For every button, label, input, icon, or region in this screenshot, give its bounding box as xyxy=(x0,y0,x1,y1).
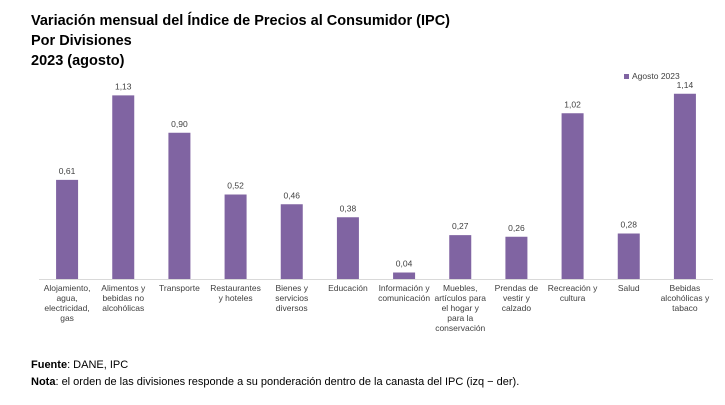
category-label-8: Muebles, artículos para el hogar y para la c… xyxy=(435,283,487,333)
legend-label: Agosto 2023 xyxy=(632,71,680,81)
category-label-line: el hogar y xyxy=(442,303,480,313)
chart-title-block: Variación mensual del Índice de Precios … xyxy=(31,11,450,71)
category-label-line: electricidad, xyxy=(44,303,89,313)
bar-10 xyxy=(561,113,584,279)
category-label-line: y hoteles xyxy=(219,293,253,303)
bar-7 xyxy=(393,272,416,279)
category-label-4: Restaurantes y hoteles xyxy=(210,283,261,303)
category-label-line: Prendas de xyxy=(495,283,539,293)
category-label-line: vestir y xyxy=(503,293,531,303)
bar-4 xyxy=(224,194,247,279)
bar-6 xyxy=(336,217,359,279)
category-label-line: Restaurantes xyxy=(210,283,261,293)
chart-title: Variación mensual del Índice de Precios … xyxy=(31,13,451,29)
source-line: Fuente: DANE, IPC xyxy=(31,357,519,374)
data-label-6: 0,38 xyxy=(340,203,357,213)
data-label-1: 0,61 xyxy=(59,166,76,176)
bar-3 xyxy=(168,132,191,279)
bar-5 xyxy=(280,204,303,279)
category-label-line: agua, xyxy=(56,293,77,303)
data-label-3: 0,90 xyxy=(171,119,188,129)
note-label: Nota xyxy=(31,376,56,388)
bar-9 xyxy=(505,236,528,279)
category-label-5: Bienes y servicios diversos xyxy=(275,283,309,313)
data-label-2: 1,13 xyxy=(115,81,132,91)
data-label-11: 0,28 xyxy=(620,220,637,230)
category-label-line: gas xyxy=(60,313,74,323)
chart-subtitle: Por Divisiones xyxy=(31,33,132,49)
category-label-line: Información y xyxy=(379,283,431,293)
category-label-line: Bebidas xyxy=(670,283,701,293)
category-label-11: Salud xyxy=(618,283,640,293)
bar-12 xyxy=(673,93,696,279)
category-label-line: para la xyxy=(447,313,473,323)
category-label-10: Recreación y cultura xyxy=(548,283,598,303)
data-label-9: 0,26 xyxy=(508,223,525,233)
category-label-line: calzado xyxy=(502,303,532,313)
category-label-9: Prendas de vestir y calzado xyxy=(495,283,539,313)
legend-swatch xyxy=(624,74,629,79)
footer: Fuente: DANE, IPC Nota: el orden de las … xyxy=(31,357,519,391)
note-line: Nota: el orden de las divisiones respond… xyxy=(31,374,519,391)
category-label-line: Muebles, xyxy=(443,283,478,293)
category-label-line: alcohólicas xyxy=(102,303,144,313)
data-label-5: 0,46 xyxy=(283,190,300,200)
category-label-line: artículos para xyxy=(435,293,487,303)
category-label-line: Educación xyxy=(328,283,368,293)
chart-period: 2023 (agosto) xyxy=(31,53,125,69)
category-label-line: Bienes y xyxy=(275,283,308,293)
data-label-12: 1,14 xyxy=(677,80,694,90)
category-label-line: tabaco xyxy=(672,303,698,313)
category-label-line: bebidas no xyxy=(102,293,144,303)
category-label-line: conservación xyxy=(435,323,485,333)
note-text: : el orden de las divisiones responde a … xyxy=(55,376,520,388)
category-label-1: Alojamiento, agua, electricidad, gas xyxy=(44,283,91,323)
data-label-10: 1,02 xyxy=(564,99,581,109)
category-label-12: Bebidas alcohólicas y tabaco xyxy=(661,283,710,313)
bar-8 xyxy=(449,235,472,279)
category-label-line: comunicación xyxy=(378,293,430,303)
source-label: Fuente xyxy=(31,359,68,371)
data-label-4: 0,52 xyxy=(227,181,244,191)
category-label-line: Recreación y xyxy=(548,283,598,293)
category-label-line: Transporte xyxy=(159,283,200,293)
data-label-8: 0,27 xyxy=(452,221,469,231)
category-label-6: Educación xyxy=(328,283,368,293)
category-label-line: Alimentos y xyxy=(101,283,146,293)
category-label-line: alcohólicas y xyxy=(661,293,710,303)
source-text: : DANE, IPC xyxy=(67,359,129,371)
data-label-7: 0,04 xyxy=(396,259,413,269)
bar-2 xyxy=(112,95,135,279)
category-label-line: Alojamiento, xyxy=(44,283,91,293)
category-label-line: Salud xyxy=(618,283,640,293)
category-label-3: Transporte xyxy=(159,283,200,293)
bar-1 xyxy=(56,179,79,279)
category-label-line: diversos xyxy=(276,303,308,313)
category-label-line: servicios xyxy=(275,293,308,303)
category-label-7: Información y comunicación xyxy=(378,283,430,303)
bar-11 xyxy=(617,233,640,279)
category-label-line: cultura xyxy=(560,293,586,303)
category-label-2: Alimentos y bebidas no alcohólicas xyxy=(101,283,146,313)
